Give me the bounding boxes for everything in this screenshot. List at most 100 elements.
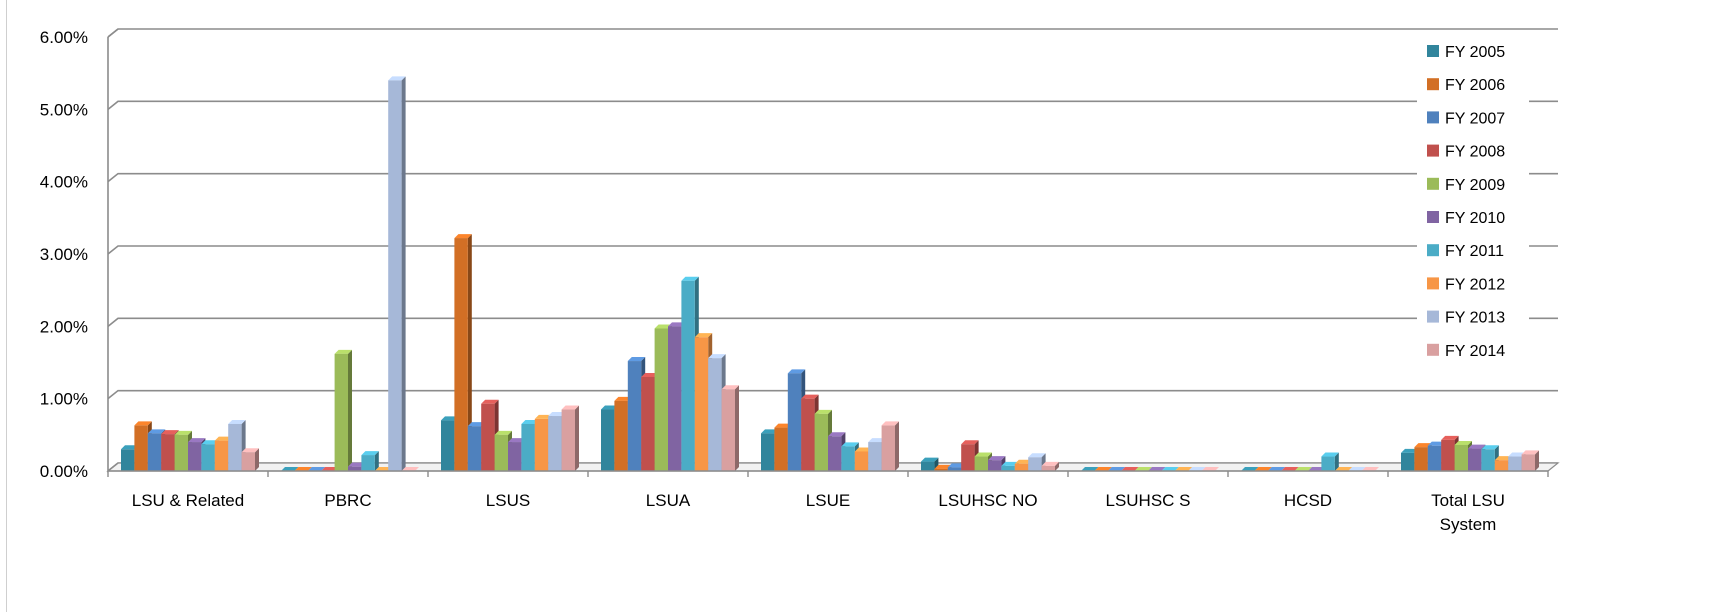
bar-top: [1161, 467, 1179, 471]
bar-front: [508, 442, 522, 472]
bar-front: [761, 433, 775, 472]
gridline: [107, 28, 1558, 38]
x-tick-label: LSUS: [486, 491, 530, 510]
x-axis: LSU & Related PBRC LSUS LSUA LSUE LSUHSC NO LS…: [107, 470, 1549, 534]
y-axis-top: [107, 28, 119, 38]
legend-label: FY 2011: [1445, 243, 1504, 260]
bar-front: [627, 361, 642, 472]
legend-label: FY 2013: [1445, 310, 1505, 327]
bar-front: [521, 423, 535, 472]
gridline: [107, 317, 1558, 327]
bar-top: [1401, 448, 1419, 453]
bar-front: [774, 427, 788, 472]
legend: FY 2005 FY 2006 FY 2007 FY 2008 FY 2009 FY 20…: [1417, 30, 1529, 372]
bar-top: [1481, 445, 1499, 450]
legend-entry: FY 2012: [1427, 276, 1505, 293]
bar-top: [134, 421, 152, 426]
bar-front: [601, 409, 615, 472]
legend-entry: FY 2013: [1427, 310, 1505, 327]
bar-front: [561, 409, 575, 472]
bar: [454, 234, 472, 472]
bar-top: [761, 429, 779, 434]
bar-top: [668, 322, 686, 327]
bar-front: [1468, 448, 1482, 472]
bar-side: [1334, 452, 1339, 471]
bar-side: [348, 349, 352, 471]
bar-front: [694, 337, 709, 472]
bar-top: [1521, 450, 1539, 455]
bar-top: [787, 369, 806, 374]
bar-top: [508, 438, 526, 443]
bar-front: [441, 420, 455, 472]
bar-front: [147, 433, 162, 472]
bar-front: [614, 400, 628, 472]
bar-front: [388, 80, 402, 472]
bar-front: [548, 416, 562, 472]
bar-front: [1028, 457, 1042, 472]
bar-top: [988, 456, 1006, 461]
x-tick-label: LSUHSC NO: [938, 491, 1037, 510]
bar-front: [1441, 439, 1455, 472]
bar-top: [467, 422, 486, 427]
bar-front: [228, 423, 242, 472]
legend-entry: FY 2008: [1427, 144, 1505, 161]
x-tick-label: PBRC: [324, 491, 371, 510]
bar-front: [188, 442, 202, 472]
bar-top: [841, 442, 859, 447]
y-tick-label: 1.00%: [40, 390, 88, 409]
bar-top: [1107, 467, 1126, 471]
bar-front: [988, 460, 1002, 472]
bar-top: [147, 429, 166, 434]
bar-top: [1241, 467, 1259, 471]
chart-frame: [6, 0, 1710, 612]
legend-swatch: [1427, 211, 1439, 223]
legend-entry: FY 2010: [1427, 210, 1505, 227]
bar-top: [1174, 467, 1193, 471]
bar-front: [121, 449, 135, 472]
bar-top: [1094, 467, 1112, 471]
bar-front: [881, 425, 895, 472]
bar-side: [255, 448, 259, 471]
bar-top: [614, 396, 632, 401]
bar-front: [1321, 456, 1335, 472]
x-tick-label: LSUE: [806, 491, 850, 510]
bar-top: [281, 467, 299, 471]
bar-front: [1001, 465, 1015, 472]
x-tick-label: Total LSU System: [1431, 491, 1505, 534]
bar-top: [694, 333, 713, 338]
bar-top: [1414, 443, 1432, 448]
bar-front: [1481, 449, 1495, 472]
bar-top: [868, 438, 886, 443]
bar-top: [1254, 467, 1272, 471]
bar-top: [721, 385, 739, 390]
bar-top: [801, 394, 819, 399]
bar-top: [1427, 441, 1446, 446]
x-tick-label: LSU & Related: [132, 491, 244, 510]
bar-top: [121, 445, 139, 450]
legend-label: FY 2014: [1445, 343, 1505, 360]
bar-top: [961, 440, 979, 445]
bar-top: [174, 430, 192, 435]
legend-swatch: [1427, 277, 1439, 290]
bar-top: [1441, 435, 1459, 440]
x-tick-label: HCSD: [1284, 491, 1332, 510]
legend-entry: FY 2006: [1427, 77, 1505, 94]
legend-swatch: [1427, 244, 1439, 257]
bar-top: [1321, 452, 1339, 457]
bar-top: [774, 423, 792, 428]
bar-front: [641, 376, 655, 472]
bar-top: [1201, 467, 1219, 471]
legend-label: FY 2008: [1445, 144, 1505, 161]
bar-top: [401, 467, 419, 471]
bar-top: [161, 430, 179, 435]
legend-swatch: [1427, 177, 1439, 190]
bar-front: [801, 398, 815, 472]
legend-swatch: [1427, 310, 1439, 323]
bar-top: [1188, 467, 1206, 471]
bar-top: [641, 372, 659, 377]
legend-swatch: [1427, 111, 1439, 124]
legend-entry: FY 2005: [1427, 44, 1505, 61]
bar-front: [481, 403, 495, 472]
bar-top: [1508, 452, 1526, 457]
legend-entry: FY 2009: [1427, 177, 1505, 194]
